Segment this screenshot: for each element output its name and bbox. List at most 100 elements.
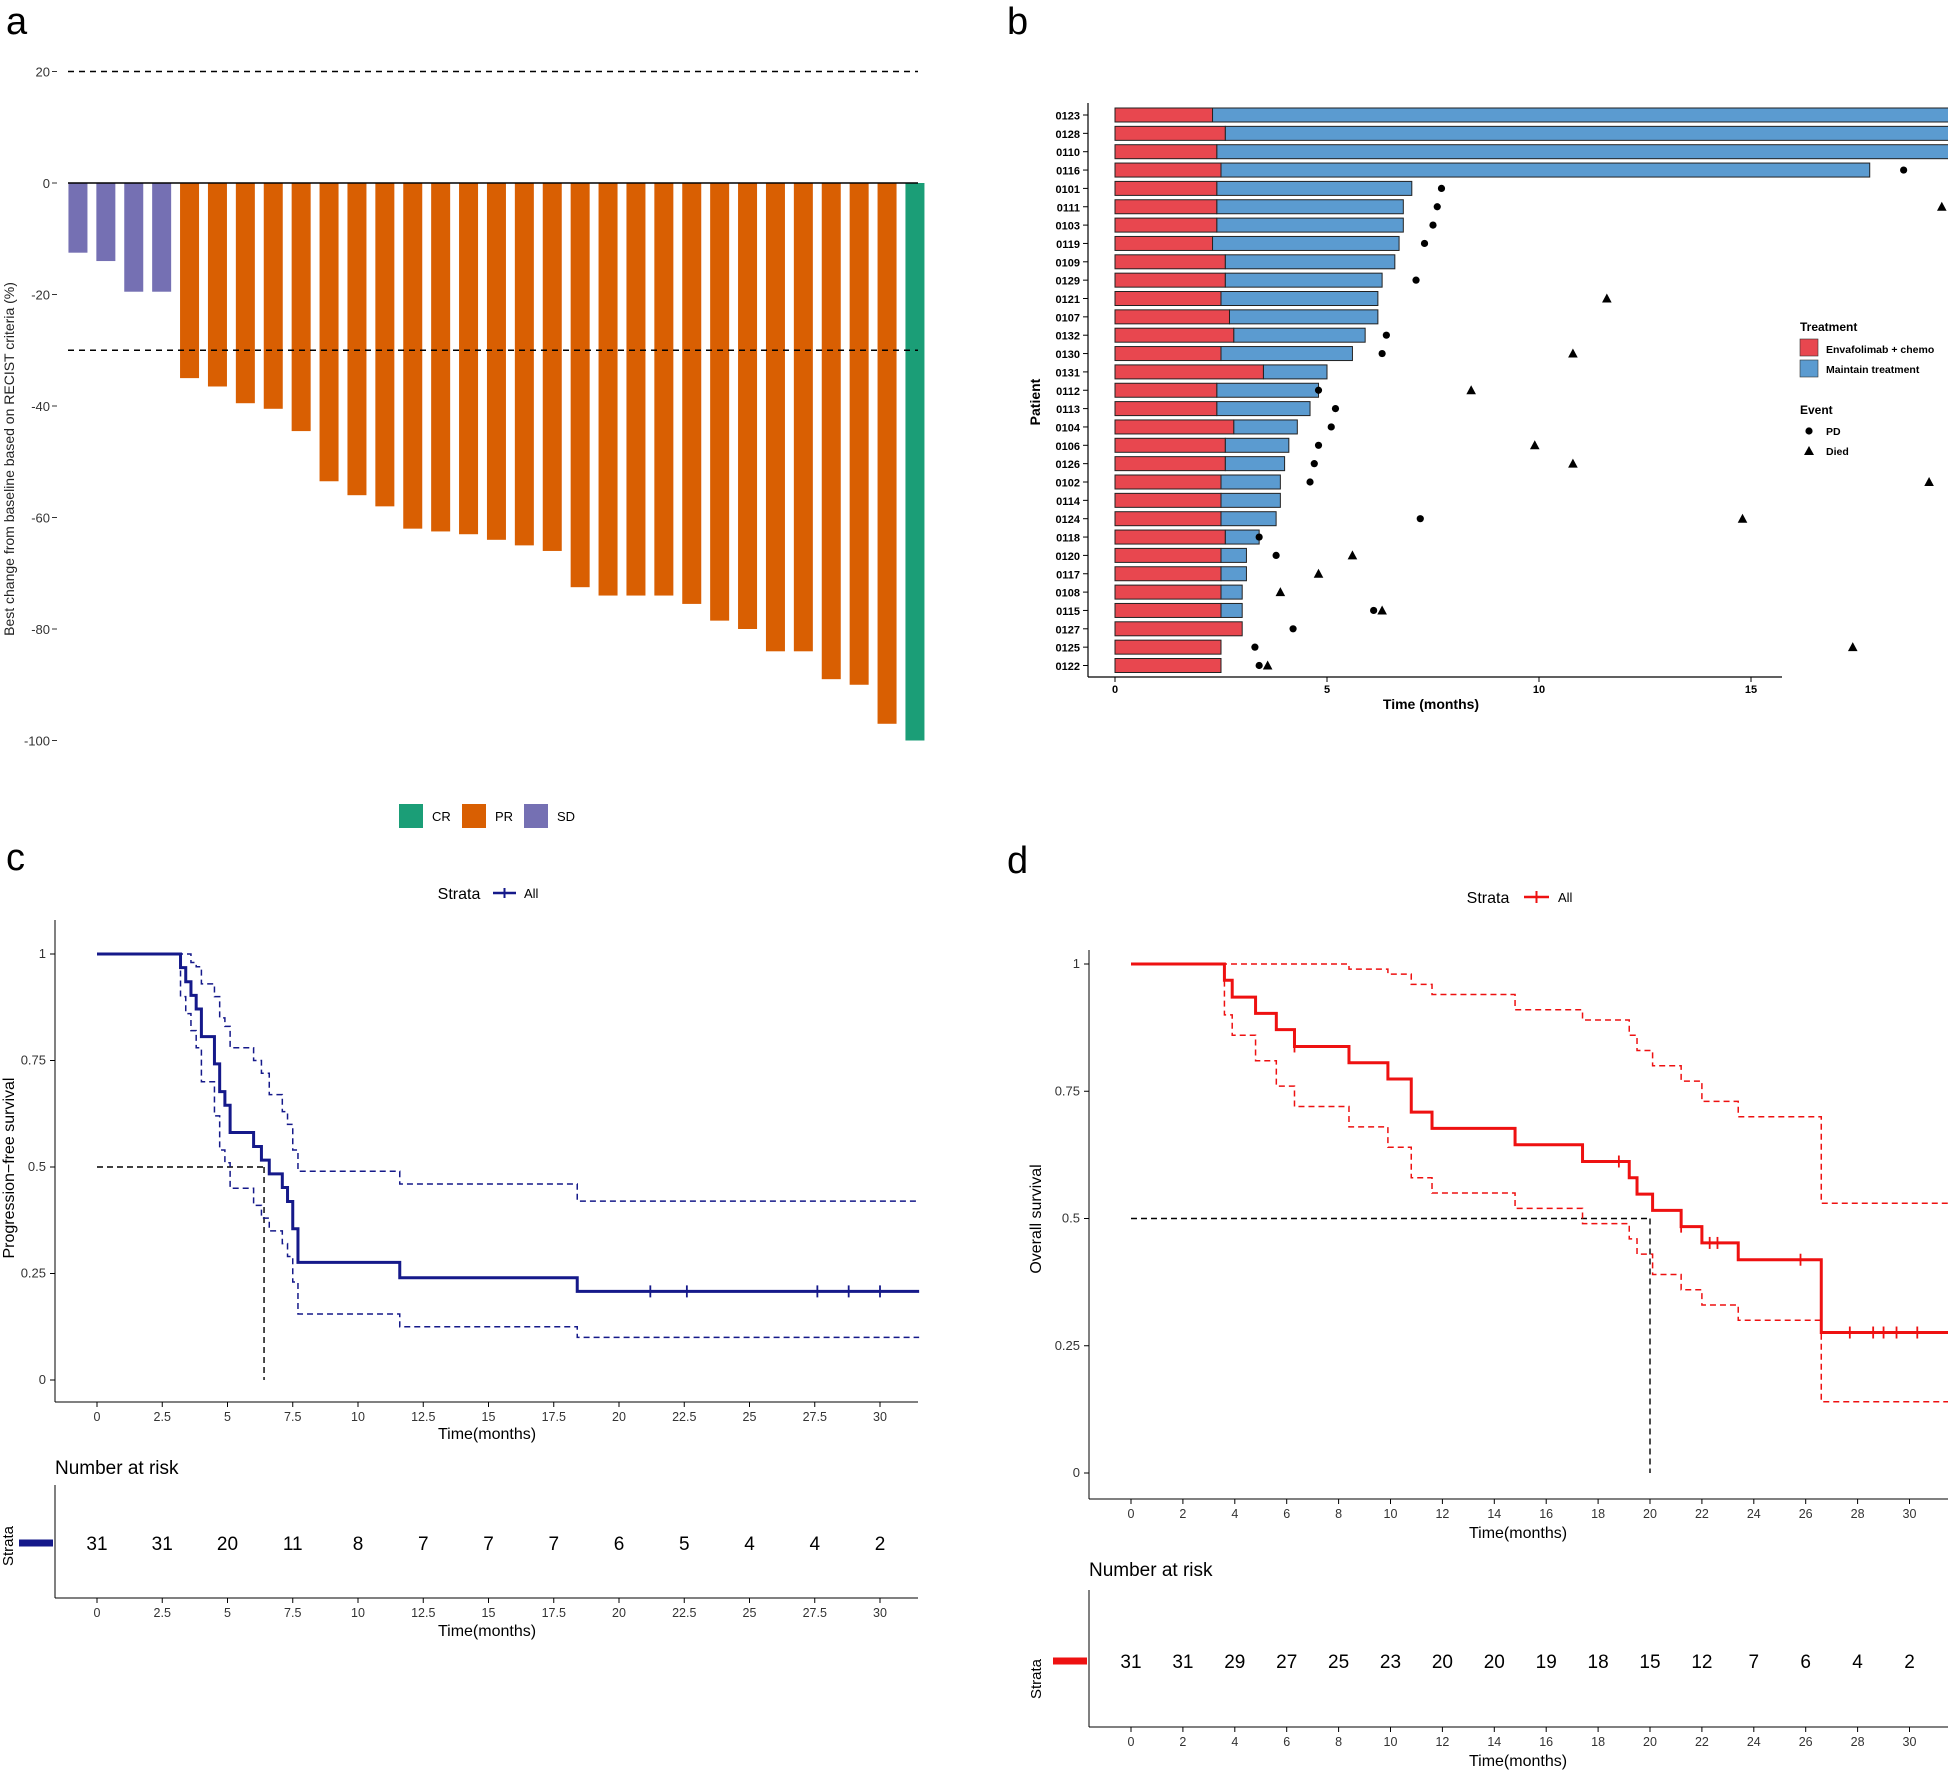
patient-id-label: 0130 [1056, 349, 1080, 361]
os-risk-x-tick-label: 12 [1435, 1735, 1449, 1749]
patient-id-label: 0115 [1056, 606, 1080, 618]
maintain-treatment-bar [1216, 180, 1413, 196]
death-event-marker [1347, 550, 1358, 560]
induction-treatment-bar [1114, 456, 1226, 472]
pfs-risk-count: 31 [86, 1534, 107, 1555]
pfs-risk-count: 7 [418, 1534, 429, 1555]
induction-treatment-bar [1114, 621, 1243, 637]
induction-treatment-bar [1114, 272, 1226, 288]
waterfall-y-tick-label: -40 [31, 399, 50, 414]
patient-id-label: 0128 [1056, 129, 1080, 141]
induction-treatment-bar [1114, 401, 1218, 417]
death-event-marker [1924, 477, 1934, 486]
pfs-risk-x-tick-label: 2.5 [154, 1606, 171, 1620]
waterfall-bar [263, 183, 283, 409]
pd-event-marker [1378, 349, 1386, 358]
patient-id-label: 0126 [1056, 459, 1080, 471]
induction-treatment-bar [1114, 547, 1222, 563]
waterfall-bar [375, 183, 395, 507]
patient-id-label: 0118 [1056, 533, 1080, 545]
pd-event-marker [1251, 643, 1259, 651]
pd-event-marker [1382, 331, 1390, 339]
panel-label-b: b [1007, 1, 1028, 43]
maintain-treatment-bar [1216, 382, 1320, 398]
induction-treatment-bar [1114, 566, 1222, 582]
patient-id-label: 0121 [1056, 294, 1080, 306]
swimmer-plot: Patient Time (months) 012301280110011601… [1027, 103, 1948, 712]
patient-id-label: 0102 [1056, 478, 1080, 490]
pfs-risk-count: 5 [679, 1534, 690, 1555]
os-risk-x-tick-label: 16 [1539, 1735, 1553, 1749]
swimmer-x-tick-label: 0 [1112, 684, 1118, 696]
os-x-tick-label: 8 [1335, 1507, 1342, 1521]
pd-event-marker [1429, 221, 1437, 229]
waterfall-bar [207, 183, 227, 387]
pfs-x-tick-label: 22.5 [672, 1410, 696, 1424]
os-risk-x-tick-label: 6 [1283, 1735, 1290, 1749]
waterfall-bar [765, 183, 785, 652]
os-risk-count: 31 [1172, 1652, 1193, 1673]
maintain-treatment-bar [1220, 162, 1871, 178]
patient-id-label: 0110 [1056, 147, 1080, 159]
waterfall-y-tick-label: -100 [24, 734, 50, 749]
waterfall-bar [598, 183, 618, 596]
pd-event-marker [1420, 239, 1429, 248]
waterfall-bar [180, 183, 200, 379]
os-x-tick-label: 18 [1591, 1507, 1605, 1521]
os-km-chart: Strata All Overall survival Time(months)… [1028, 890, 1948, 1770]
waterfall-bar [403, 183, 423, 529]
waterfall-bar [486, 183, 506, 540]
panel-label-d: d [1007, 840, 1028, 882]
induction-treatment-bar [1114, 529, 1226, 545]
waterfall-bar [347, 183, 367, 496]
os-y-tick-label: 0 [1073, 1465, 1080, 1480]
os-risk-table-title: Number at risk [1089, 1560, 1213, 1581]
death-event-marker [1377, 605, 1387, 615]
waterfall-chart: Best change from baseline based on RECIS… [1, 65, 925, 828]
swimmer-y-axis-label: Patient [1027, 378, 1043, 425]
os-risk-count: 19 [1536, 1652, 1557, 1673]
pfs-km-chart: Strata All Progression−free survival Tim… [0, 886, 920, 1640]
legend-label-induction: Envafolimab + chemo [1826, 344, 1934, 356]
pd-event-marker [1327, 423, 1335, 431]
patient-id-label: 0129 [1056, 276, 1080, 288]
pfs-risk-x-tick-label: 15 [482, 1606, 496, 1620]
waterfall-bar [459, 183, 479, 535]
os-risk-count: 25 [1328, 1652, 1349, 1673]
pfs-x-axis-label: Time(months) [438, 1426, 536, 1443]
pfs-risk-x-tick-label: 22.5 [672, 1606, 696, 1620]
pd-event-marker [1306, 478, 1314, 486]
patient-id-label: 0107 [1056, 312, 1080, 324]
waterfall-bar [68, 183, 88, 253]
pfs-risk-table-x-label: Time(months) [438, 1623, 536, 1640]
waterfall-bar [710, 183, 730, 621]
waterfall-legend-label: PR [495, 809, 513, 824]
legend-swatch-maintain [1799, 359, 1819, 378]
os-risk-count: 6 [1800, 1652, 1811, 1673]
induction-treatment-bar [1114, 107, 1214, 123]
patient-id-label: 0103 [1056, 221, 1080, 233]
legend-label-maintain: Maintain treatment [1826, 364, 1920, 376]
os-risk-x-tick-label: 10 [1384, 1735, 1398, 1749]
os-x-tick-label: 16 [1539, 1507, 1553, 1521]
patient-id-label: 0119 [1056, 239, 1080, 251]
swimmer-x-tick-label: 15 [1745, 684, 1757, 696]
pfs-risk-x-tick-label: 12.5 [411, 1606, 435, 1620]
pfs-risk-x-tick-label: 5 [224, 1606, 231, 1620]
os-x-tick-label: 30 [1903, 1507, 1917, 1521]
pfs-y-tick-label: 0.75 [21, 1053, 46, 1068]
death-event-marker [1568, 348, 1578, 358]
maintain-treatment-bar [1224, 529, 1260, 545]
os-y-tick-label: 0.25 [1055, 1338, 1080, 1353]
os-x-tick-label: 24 [1747, 1507, 1761, 1521]
maintain-treatment-bar [1216, 401, 1311, 417]
os-x-axis-label: Time(months) [1469, 1525, 1567, 1542]
os-risk-x-tick-label: 20 [1643, 1735, 1657, 1749]
pd-event-marker [1433, 203, 1441, 211]
os-risk-count: 29 [1224, 1652, 1245, 1673]
maintain-treatment-bar [1220, 346, 1353, 362]
waterfall-bar [682, 183, 702, 604]
maintain-treatment-bar [1224, 437, 1290, 453]
treatment-legend-title: Treatment [1800, 320, 1857, 334]
waterfall-bar [235, 183, 255, 404]
